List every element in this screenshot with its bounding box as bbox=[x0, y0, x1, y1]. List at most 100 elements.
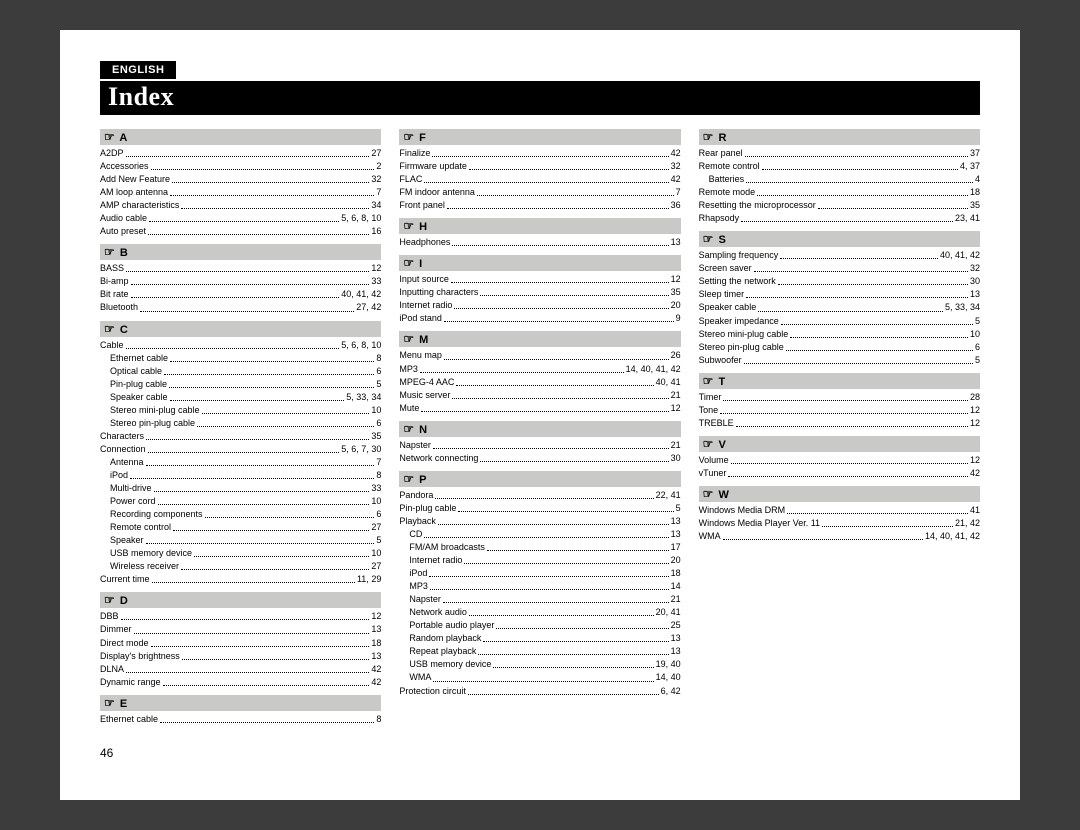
entry-leader bbox=[723, 527, 923, 540]
entry-term: Multi-drive bbox=[110, 482, 152, 495]
index-entry: TREBLE12 bbox=[699, 417, 980, 430]
entry-leader bbox=[424, 170, 668, 183]
entry-leader bbox=[131, 285, 340, 298]
entry-leader bbox=[170, 349, 374, 362]
section-header-h: ☞ H bbox=[399, 218, 680, 234]
index-entry: Dynamic range42 bbox=[100, 676, 381, 689]
pointer-icon: ☞ bbox=[403, 422, 414, 436]
entry-leader bbox=[146, 427, 369, 440]
entry-term: Front panel bbox=[399, 199, 445, 212]
index-entry: Auto preset16 bbox=[100, 225, 381, 238]
entry-leader bbox=[444, 309, 674, 322]
entry-pages: 35 bbox=[371, 430, 381, 443]
entry-term: Tone bbox=[699, 404, 719, 417]
entry-pages: 21 bbox=[671, 593, 681, 606]
entry-term: iPod stand bbox=[399, 312, 442, 325]
entry-pages: 13 bbox=[371, 650, 381, 663]
section-header-c: ☞ C bbox=[100, 321, 381, 337]
pointer-icon: ☞ bbox=[703, 130, 714, 144]
pointer-icon: ☞ bbox=[403, 130, 414, 144]
entry-term: Screen saver bbox=[699, 262, 752, 275]
entry-leader bbox=[452, 386, 668, 399]
entry-leader bbox=[181, 557, 369, 570]
entry-term: Input source bbox=[399, 273, 449, 286]
entry-leader bbox=[435, 486, 653, 499]
index-entry: Bluetooth27, 42 bbox=[100, 301, 381, 314]
entry-term: Network connecting bbox=[399, 452, 478, 465]
entry-pages: 18 bbox=[671, 567, 681, 580]
entry-term: iPod bbox=[409, 567, 427, 580]
entry-term: Mute bbox=[399, 402, 419, 415]
entry-pages: 10 bbox=[371, 547, 381, 560]
entry-term: Napster bbox=[409, 593, 441, 606]
entry-pages: 37 bbox=[970, 147, 980, 160]
entry-pages: 35 bbox=[970, 199, 980, 212]
entry-term: Optical cable bbox=[110, 365, 162, 378]
entry-leader bbox=[148, 440, 340, 453]
index-entry: iPod stand9 bbox=[399, 312, 680, 325]
entry-leader bbox=[151, 634, 370, 647]
entry-term: Dimmer bbox=[100, 623, 132, 636]
index-entry: Headphones13 bbox=[399, 236, 680, 249]
entry-term: Bluetooth bbox=[100, 301, 138, 314]
entry-pages: 13 bbox=[671, 515, 681, 528]
entry-pages: 41 bbox=[970, 504, 980, 517]
entry-pages: 12 bbox=[671, 273, 681, 286]
entry-term: Sleep timer bbox=[699, 288, 745, 301]
entry-term: Protection circuit bbox=[399, 685, 466, 698]
section-header-n: ☞ N bbox=[399, 421, 680, 437]
entry-pages: 4 bbox=[975, 173, 980, 186]
entry-pages: 13 bbox=[371, 623, 381, 636]
entry-pages: 18 bbox=[371, 637, 381, 650]
entry-pages: 42 bbox=[970, 467, 980, 480]
entry-term: Speaker impedance bbox=[699, 315, 779, 328]
entry-leader bbox=[205, 505, 375, 518]
index-column: ☞ RRear panel37Remote control4, 37Batter… bbox=[699, 123, 980, 726]
entry-leader bbox=[140, 298, 354, 311]
entry-term: Pandora bbox=[399, 489, 433, 502]
entry-term: iPod bbox=[110, 469, 128, 482]
entry-leader bbox=[790, 325, 968, 338]
section-header-w: ☞ W bbox=[699, 486, 980, 502]
index-columns: ☞ AA2DP27Accessories2Add New Feature32AM… bbox=[100, 123, 980, 726]
entry-leader bbox=[154, 479, 370, 492]
entry-term: TREBLE bbox=[699, 417, 734, 430]
entry-pages: 35 bbox=[671, 286, 681, 299]
entry-pages: 23, 41 bbox=[955, 212, 980, 225]
entry-term: Direct mode bbox=[100, 637, 149, 650]
entry-pages: 32 bbox=[970, 262, 980, 275]
entry-term: Bit rate bbox=[100, 288, 129, 301]
entry-leader bbox=[172, 170, 369, 183]
entry-pages: 21, 42 bbox=[955, 517, 980, 530]
entry-pages: 11, 29 bbox=[357, 573, 381, 586]
entry-term: Speaker cable bbox=[110, 391, 168, 404]
entry-leader bbox=[173, 518, 369, 531]
entry-leader bbox=[421, 399, 668, 412]
pointer-icon: ☞ bbox=[403, 219, 414, 233]
entry-term: Rhapsody bbox=[699, 212, 740, 225]
entry-leader bbox=[134, 620, 370, 633]
entry-leader bbox=[181, 196, 369, 209]
entry-leader bbox=[182, 647, 370, 660]
entry-pages: 6 bbox=[376, 365, 381, 378]
entry-pages: 5 bbox=[376, 534, 381, 547]
entry-pages: 42 bbox=[371, 663, 381, 676]
entry-leader bbox=[822, 514, 953, 527]
entry-pages: 14, 40 bbox=[656, 671, 681, 684]
entry-term: Finalize bbox=[399, 147, 430, 160]
entry-pages: 5 bbox=[975, 354, 980, 367]
entry-term: Portable audio player bbox=[409, 619, 494, 632]
entry-term: AM loop antenna bbox=[100, 186, 168, 199]
entry-leader bbox=[483, 629, 668, 642]
entry-leader bbox=[444, 346, 669, 359]
section-header-m: ☞ M bbox=[399, 331, 680, 347]
entry-pages: 13 bbox=[671, 528, 681, 541]
entry-leader bbox=[480, 283, 668, 296]
entry-term: WMA bbox=[699, 530, 721, 543]
section-header-d: ☞ D bbox=[100, 592, 381, 608]
entry-leader bbox=[433, 668, 653, 681]
entry-pages: 12 bbox=[970, 404, 980, 417]
entry-term: Stereo mini-plug cable bbox=[699, 328, 789, 341]
entry-term: Accessories bbox=[100, 160, 149, 173]
index-entry: WMA14, 40, 41, 42 bbox=[699, 530, 980, 543]
